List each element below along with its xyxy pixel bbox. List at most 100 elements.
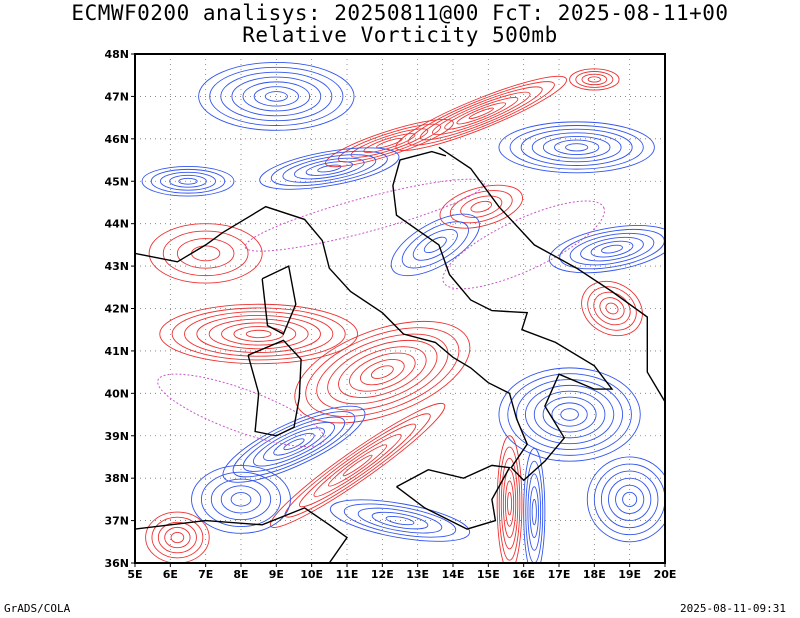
x-tick-label: 16E [512, 568, 535, 581]
contour-line [456, 102, 507, 125]
contour-line [317, 164, 342, 173]
contour-line [191, 245, 221, 262]
contour-line [460, 195, 503, 218]
footer-credit: GrADS/COLA [4, 602, 71, 615]
contour-line [298, 423, 417, 508]
y-tick-label: 41N [104, 345, 129, 358]
contour-line [150, 168, 226, 194]
contour-line [162, 230, 249, 277]
contour-line [141, 165, 235, 197]
contour-line [294, 320, 471, 424]
contour-line [509, 125, 644, 170]
sardinia-coast [247, 339, 302, 437]
contour-line [600, 470, 659, 529]
contour-line [209, 66, 344, 126]
zero-contour [157, 373, 325, 447]
contour-line [599, 297, 625, 320]
contour-line [376, 137, 403, 149]
france-coast [135, 231, 224, 263]
contour-line [253, 86, 299, 107]
contour-line [200, 471, 282, 527]
contour-line [184, 311, 334, 357]
contour-line [305, 161, 354, 176]
contour-line [531, 132, 622, 163]
y-tick-label: 38N [104, 472, 129, 485]
contour-line [191, 464, 291, 534]
contour-line [498, 446, 521, 561]
contour-line [359, 358, 405, 386]
x-tick-label: 17E [548, 568, 571, 581]
contour-line [542, 135, 611, 159]
contour-line [439, 184, 523, 229]
y-tick-label: 45N [104, 175, 129, 188]
contour-line [338, 346, 427, 398]
contour-line [242, 81, 311, 112]
contour-line [222, 405, 366, 483]
contour-line [221, 322, 297, 346]
contour-line [587, 76, 601, 83]
contour-line [565, 143, 589, 152]
contour-line [575, 71, 614, 88]
contour-line [496, 435, 523, 563]
contour-line [343, 503, 457, 538]
axis-ticks: 5E 6E 7E 8E 9E 10E 11E 12E 13E 14E 15E 16E 17E 18E 19E… [104, 48, 676, 581]
contour-line [208, 318, 309, 350]
x-tick-label: 8E [233, 568, 248, 581]
contour-line [169, 174, 207, 188]
contour-line [615, 484, 645, 514]
contour-line [232, 411, 356, 478]
contour-line [507, 491, 513, 516]
contour-line [282, 154, 377, 183]
contour-line [498, 121, 655, 174]
x-tick-label: 7E [198, 568, 213, 581]
contour-line [548, 225, 665, 274]
contour-line [350, 128, 429, 158]
contour-line [252, 422, 336, 467]
contour-line [423, 236, 447, 254]
contour-line [284, 413, 431, 518]
contour-line [328, 444, 388, 487]
contour-line [370, 365, 394, 379]
y-tick-label: 36N [104, 557, 129, 570]
contour-line [171, 307, 346, 361]
contour-line [533, 390, 606, 439]
contour-line [337, 123, 442, 163]
contour-line [581, 280, 643, 337]
y-tick-label: 48N [104, 48, 129, 61]
contour-line [560, 408, 579, 421]
contour-line [580, 236, 644, 262]
chart-subtitle: Relative Vorticity 500mb [242, 23, 558, 47]
contour-field [141, 62, 665, 563]
y-tick-label: 47N [104, 90, 129, 103]
x-tick-label: 13E [406, 568, 429, 581]
contour-line [601, 244, 623, 254]
contour-line [551, 402, 588, 427]
coastlines [135, 146, 665, 563]
contour-line [259, 147, 400, 190]
contour-line [357, 507, 443, 534]
contour-line [507, 373, 632, 456]
contour-line [157, 521, 197, 554]
x-tick-label: 18E [583, 568, 606, 581]
contour-line [283, 438, 305, 451]
chart-title: ECMWF0200 analisys: 20250811@00 FcT: 202… [71, 1, 729, 25]
contour-line [502, 469, 517, 539]
zero-contour [244, 178, 485, 252]
x-tick-label: 6E [163, 568, 178, 581]
contour-line [349, 352, 416, 392]
x-tick-label: 10E [300, 568, 323, 581]
contour-line [449, 190, 513, 224]
contour-line [586, 456, 665, 543]
contour-line [198, 62, 355, 131]
contour-line [390, 213, 480, 277]
y-tick-label: 42N [104, 303, 129, 316]
africa-coast [135, 507, 348, 563]
contour-line [622, 491, 638, 507]
y-tick-label: 46N [104, 133, 129, 146]
contour-line [500, 457, 519, 550]
contour-line [529, 486, 539, 538]
contour-line [324, 119, 454, 168]
contour-line [385, 515, 415, 526]
contour-line [516, 379, 624, 450]
